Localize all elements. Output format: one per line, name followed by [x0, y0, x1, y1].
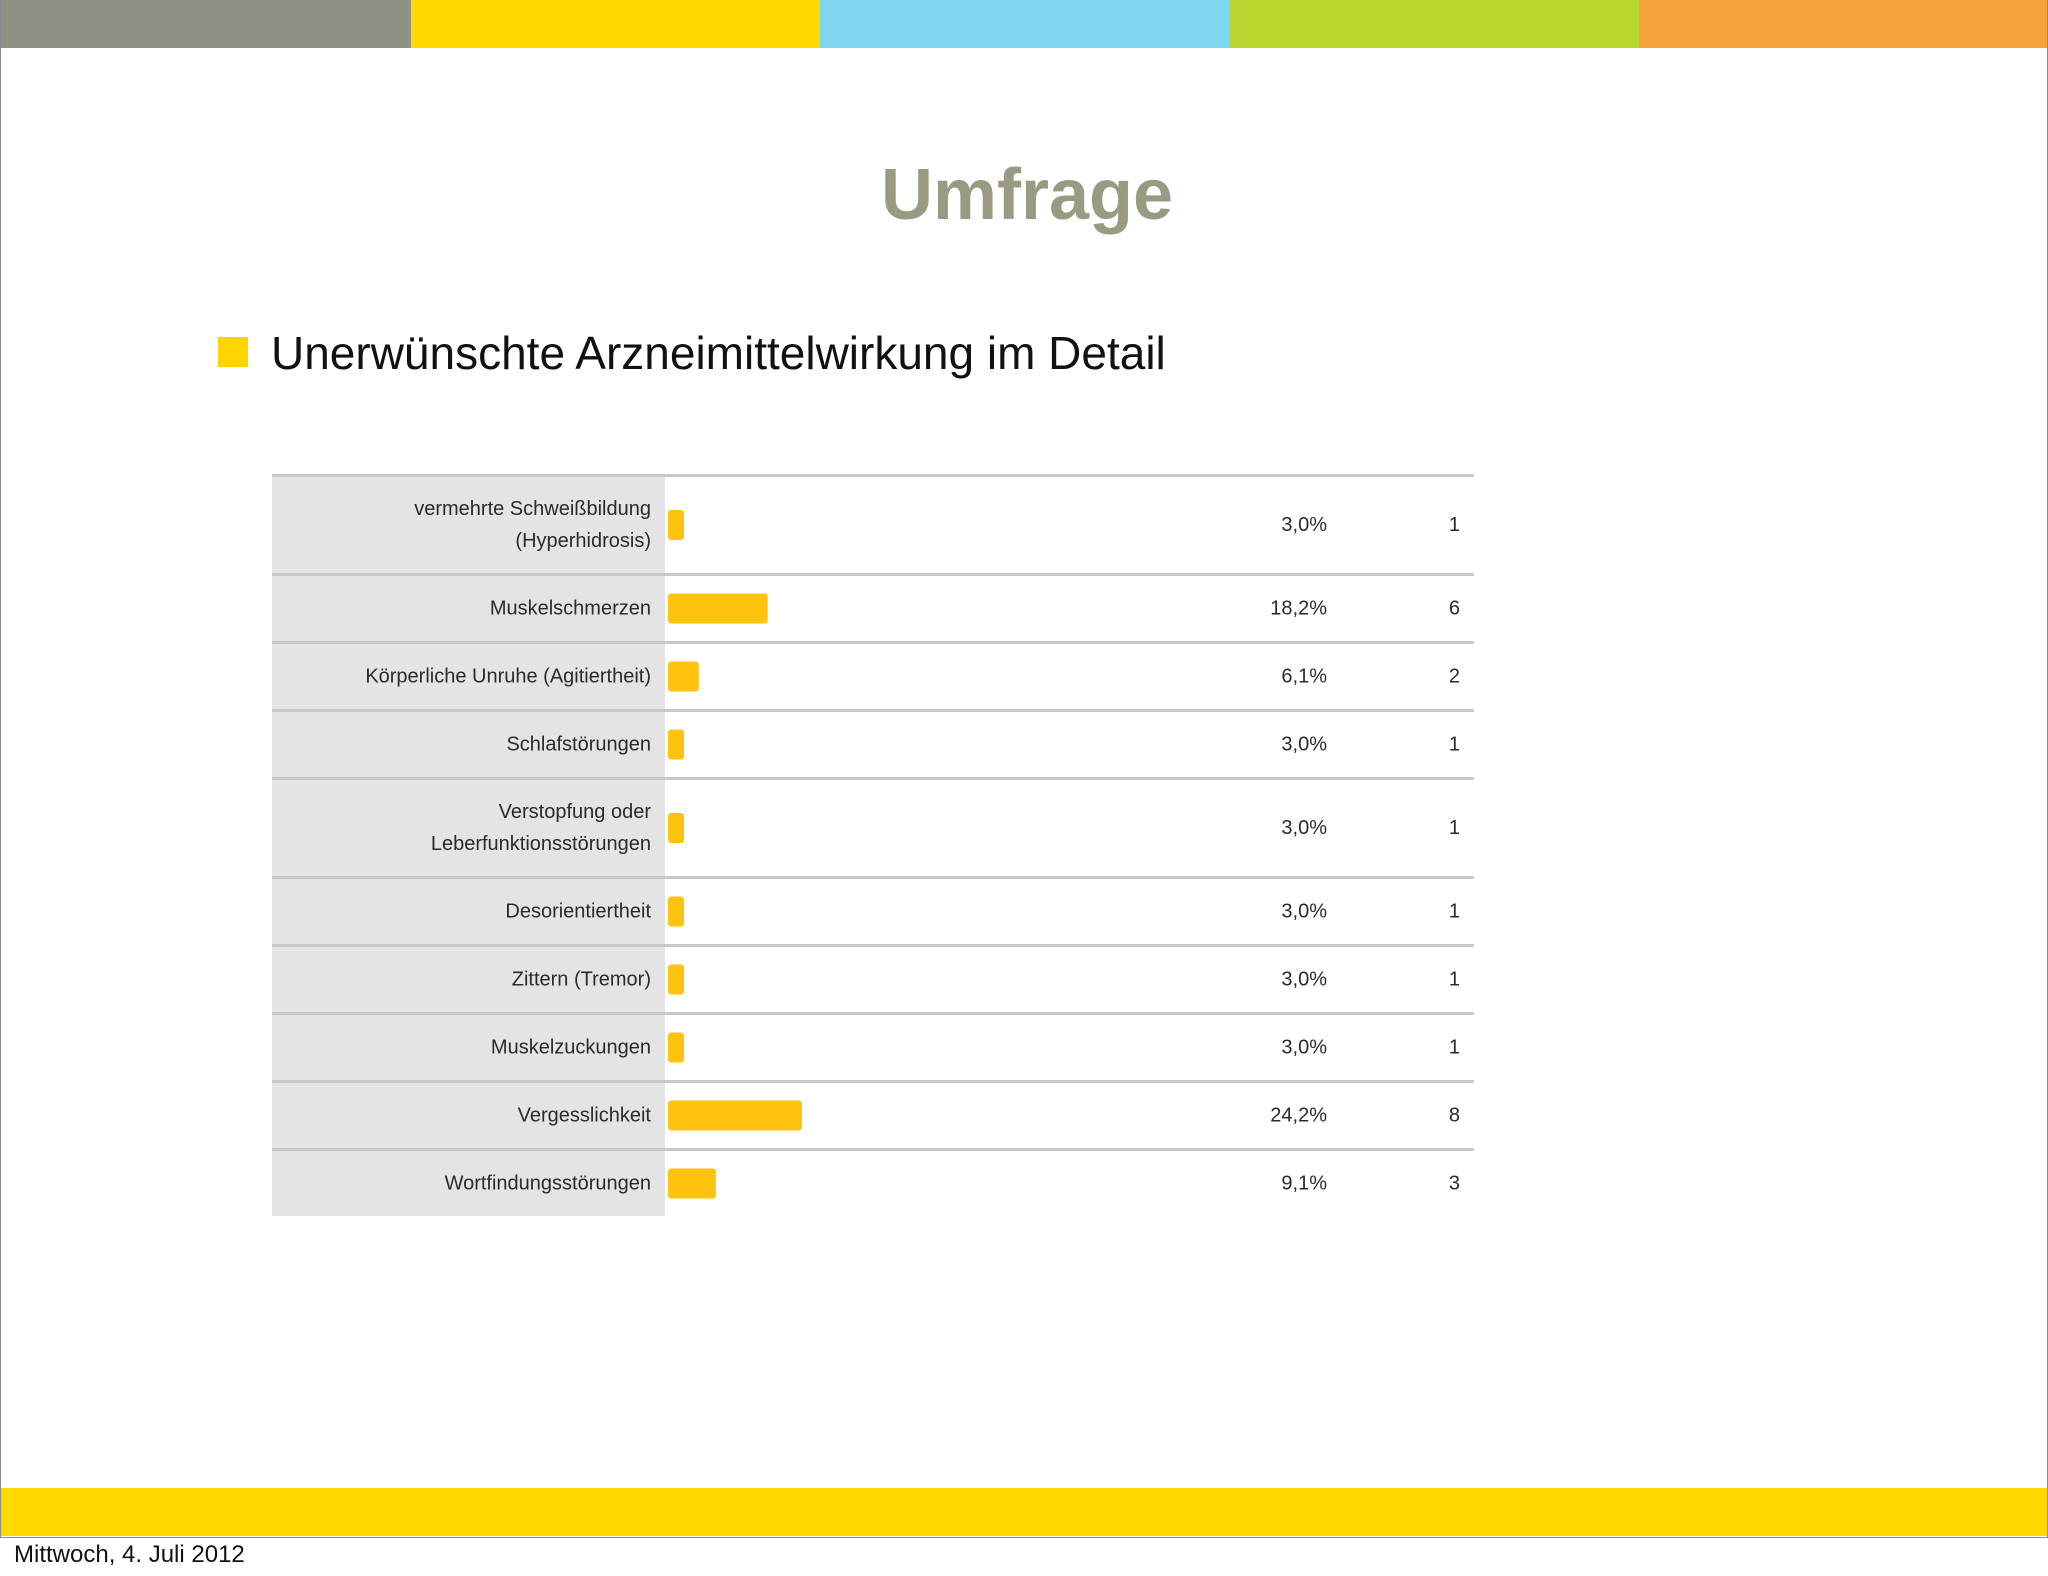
- row-divider: [272, 573, 1474, 576]
- percent-label: 18,2%: [1270, 598, 1327, 620]
- bottom-color-band: [1, 1488, 2047, 1536]
- row-divider: [272, 641, 1474, 644]
- row-divider: [272, 777, 1474, 780]
- label-cell: [272, 477, 665, 573]
- row-divider: [272, 876, 1474, 879]
- top-band-segment: [1229, 0, 1640, 48]
- table-row: Wortfindungsstörungen 9,1% 3: [272, 1151, 1460, 1216]
- row-divider: [272, 1012, 1474, 1015]
- row-label: Leberfunktionsstörungen: [431, 833, 651, 855]
- bar: [668, 964, 684, 995]
- chart-top-border: [272, 474, 1474, 477]
- count-label: 1: [1449, 734, 1460, 756]
- table-row: Zittern (Tremor) 3,0% 1: [272, 947, 1460, 1012]
- table-row: vermehrte Schweißbildung (Hyperhidrosis) 3…: [272, 477, 1460, 573]
- table-row: Muskelzuckungen 3,0% 1: [272, 1015, 1460, 1080]
- count-label: 2: [1449, 666, 1460, 688]
- bar: [668, 1100, 802, 1131]
- bar: [668, 896, 684, 927]
- row-label: Muskelzuckungen: [491, 1037, 651, 1059]
- footer-date: Mittwoch, 4. Juli 2012: [14, 1541, 245, 1568]
- table-row: Schlafstörungen 3,0% 1: [272, 712, 1460, 777]
- top-band-segment: [820, 0, 1230, 48]
- label-cell: [272, 1083, 665, 1148]
- row-label: Zittern (Tremor): [512, 969, 651, 991]
- slide-title-text: Umfrage: [880, 155, 1174, 235]
- row-label: (Hyperhidrosis): [515, 530, 651, 552]
- row-label: Vergesslichkeit: [518, 1105, 652, 1127]
- row-label: Wortfindungsstörungen: [445, 1173, 651, 1195]
- percent-label: 6,1%: [1281, 666, 1327, 688]
- row-divider: [272, 709, 1474, 712]
- count-label: 1: [1449, 901, 1460, 923]
- row-divider: [272, 944, 1474, 947]
- table-row: Muskelschmerzen 18,2% 6: [272, 576, 1460, 641]
- count-label: 8: [1449, 1105, 1460, 1127]
- bullet-square-icon: [218, 337, 248, 367]
- bar-chart: vermehrte Schweißbildung (Hyperhidrosis) 3…: [272, 474, 1474, 1216]
- label-cell: [272, 1151, 665, 1216]
- percent-label: 3,0%: [1281, 817, 1327, 839]
- bar: [668, 510, 684, 540]
- count-label: 1: [1449, 969, 1460, 991]
- percent-label: 9,1%: [1281, 1173, 1327, 1195]
- bar: [668, 661, 699, 692]
- row-label: Muskelschmerzen: [490, 598, 651, 620]
- top-band-segment: [1, 0, 411, 48]
- percent-label: 3,0%: [1281, 734, 1327, 756]
- top-color-band: [1, 0, 2047, 48]
- count-label: 1: [1449, 1037, 1460, 1059]
- count-label: 3: [1449, 1173, 1460, 1195]
- row-label: Körperliche Unruhe (Agitiertheit): [365, 666, 651, 688]
- label-cell: [272, 1015, 665, 1080]
- percent-label: 3,0%: [1281, 901, 1327, 923]
- percent-label: 24,2%: [1270, 1105, 1327, 1127]
- row-label: vermehrte Schweißbildung: [414, 498, 651, 520]
- label-cell: [272, 879, 665, 944]
- row-divider: [272, 1080, 1474, 1083]
- percent-label: 3,0%: [1281, 514, 1327, 536]
- label-cell: [272, 947, 665, 1012]
- bar: [668, 593, 768, 624]
- top-band-segment: [410, 0, 821, 48]
- row-label: Schlafstörungen: [506, 734, 651, 756]
- row-label: Verstopfung oder: [499, 801, 652, 823]
- bar: [668, 813, 684, 843]
- count-label: 6: [1449, 598, 1460, 620]
- bullet-text: Unerwünschte Arzneimittelwirkung im Deta…: [271, 327, 1166, 379]
- slide: Umfrage Unerwünschte Arzneimittelwirkung…: [0, 0, 2048, 1538]
- count-label: 1: [1449, 817, 1460, 839]
- label-cell: [272, 576, 665, 641]
- row-label: Desorientiertheit: [505, 901, 651, 923]
- table-row: Körperliche Unruhe (Agitiertheit) 6,1% 2: [272, 644, 1460, 709]
- label-cell: [272, 644, 665, 709]
- top-band-segment: [1639, 0, 2047, 48]
- count-label: 1: [1449, 514, 1460, 536]
- bar: [668, 1032, 684, 1063]
- percent-label: 3,0%: [1281, 1037, 1327, 1059]
- table-row: Desorientiertheit 3,0% 1: [272, 879, 1460, 944]
- label-cell: [272, 712, 665, 777]
- bar: [668, 1168, 716, 1199]
- table-row: Verstopfung oder Leberfunktionsstörungen 3…: [272, 780, 1460, 876]
- row-divider: [272, 1148, 1474, 1151]
- label-cell: [272, 780, 665, 876]
- percent-label: 3,0%: [1281, 969, 1327, 991]
- slide-title: Umfrage: [1, 150, 2047, 240]
- table-row: Vergesslichkeit 24,2% 8: [272, 1083, 1460, 1148]
- bar: [668, 729, 684, 760]
